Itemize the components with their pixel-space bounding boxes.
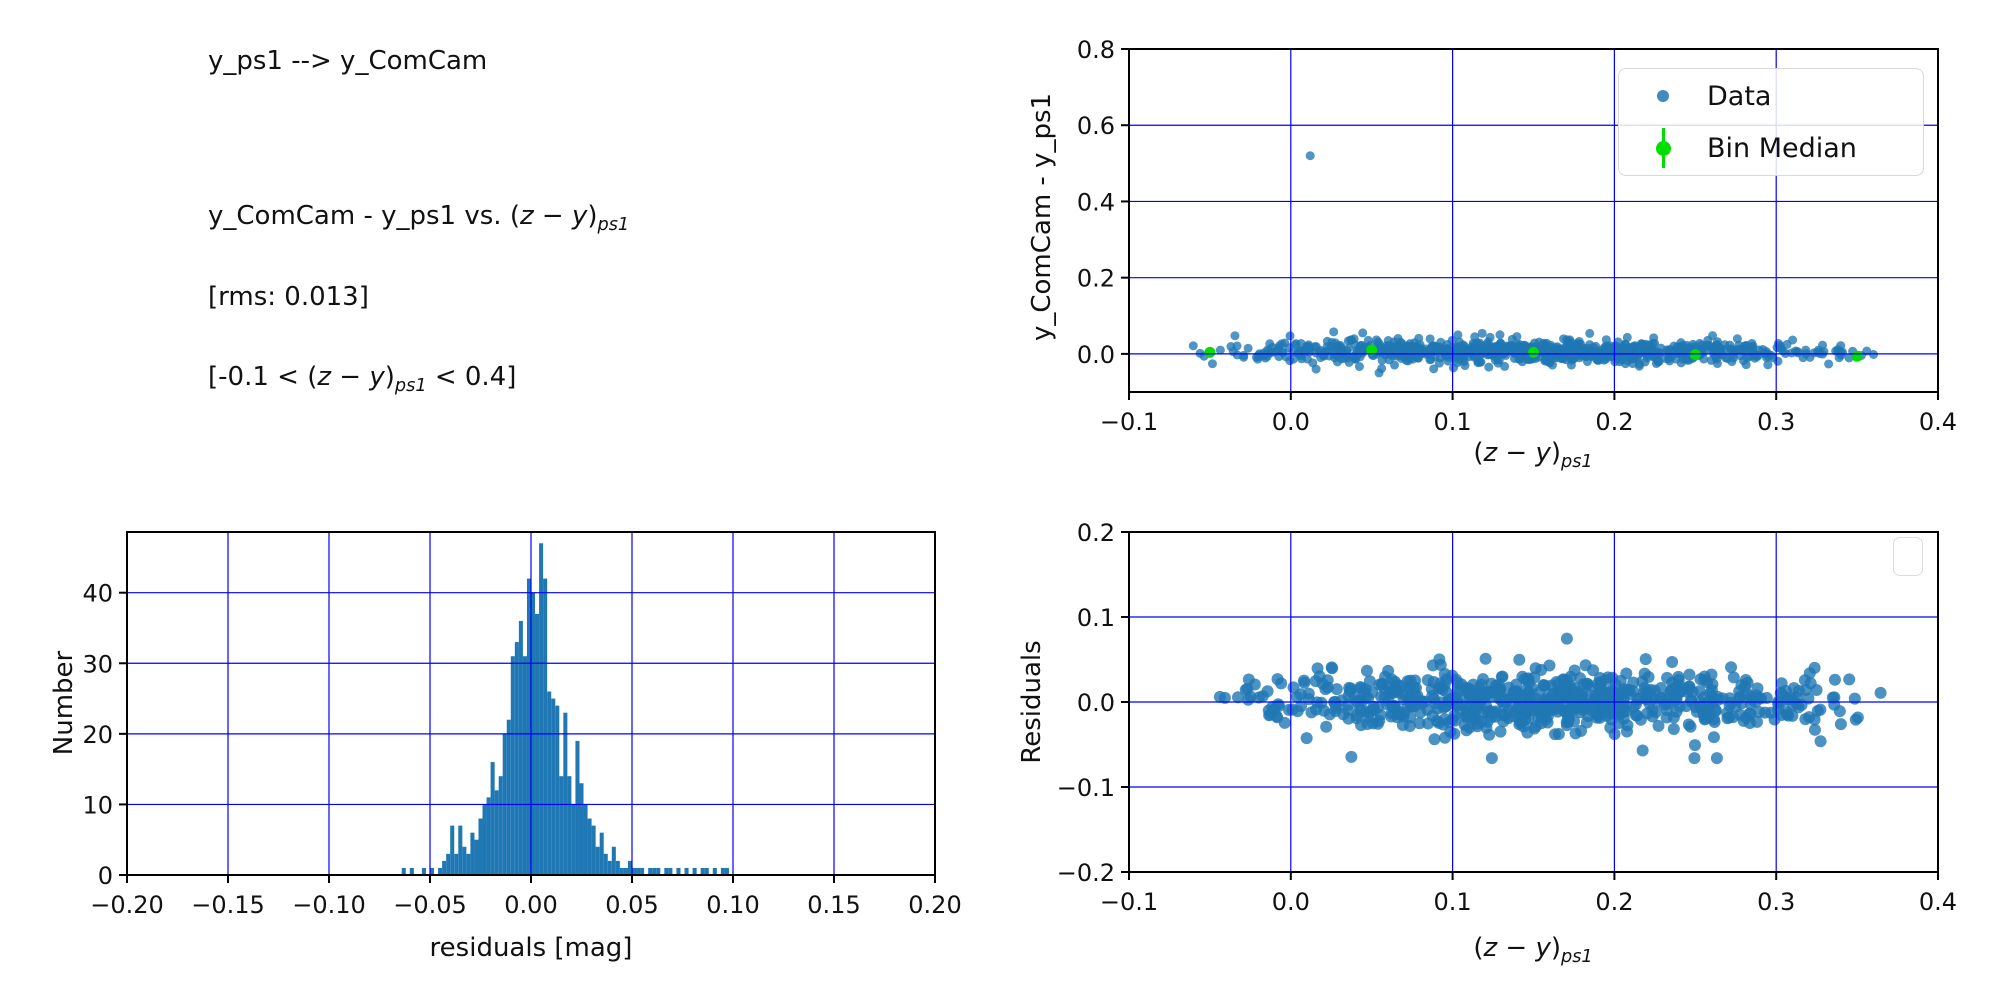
svg-text:−0.1: −0.1: [1100, 888, 1158, 916]
legend: Data Bin Median: [1618, 68, 1924, 176]
svg-text:−0.05: −0.05: [393, 891, 467, 919]
legend-row-data: Data: [1619, 71, 1923, 121]
svg-text:30: 30: [82, 650, 113, 678]
legend-marker-cell: [1619, 90, 1707, 102]
svg-text:10: 10: [82, 791, 113, 819]
range-pre-text: [-0.1 <: [208, 362, 308, 392]
annotation-rms: [rms: 0.013]: [208, 282, 369, 312]
svg-text:0: 0: [98, 862, 113, 890]
svg-text:0.1: 0.1: [1434, 888, 1472, 916]
math-sub-text: ps1: [597, 215, 630, 236]
math-sub-text: ps1: [1561, 947, 1593, 968]
legend-data-label: Data: [1707, 80, 1772, 112]
top-scatter-ylabel: y_ComCam - y_ps1: [1027, 93, 1057, 341]
math-minus: −: [1497, 438, 1536, 468]
math-y: y: [369, 362, 385, 392]
math-minus: −: [1497, 933, 1536, 963]
histogram-xlabel-text: residuals [mag]: [429, 933, 633, 963]
svg-text:0.20: 0.20: [908, 891, 961, 919]
data-point-icon: [1657, 90, 1669, 102]
math-subscript: ps1: [598, 215, 630, 235]
math-y: y: [1535, 933, 1551, 963]
math-z: z: [317, 362, 332, 392]
svg-text:0.10: 0.10: [706, 891, 759, 919]
svg-text:0.4: 0.4: [1919, 888, 1957, 916]
annotation-title-text: y_ps1 --> y_ComCam: [208, 46, 488, 76]
residuals-ylabel: Residuals: [1017, 640, 1047, 763]
math-y: y: [571, 201, 588, 231]
math-subscript: ps1: [1561, 452, 1593, 472]
svg-text:0.2: 0.2: [1595, 888, 1633, 916]
range-post-text: < 0.4]: [426, 362, 517, 392]
histogram-ylabel: Number: [49, 651, 79, 755]
math-close: ): [384, 362, 395, 392]
rms-text: [rms: 0.013]: [208, 282, 369, 312]
svg-text:0.1: 0.1: [1434, 408, 1472, 436]
svg-text:0.3: 0.3: [1757, 888, 1795, 916]
annotation-range: [-0.1 < (z − y)ps1 < 0.4]: [208, 362, 517, 395]
svg-text:0.2: 0.2: [1077, 519, 1115, 547]
svg-text:0.8: 0.8: [1077, 36, 1115, 64]
svg-text:−0.2: −0.2: [1057, 859, 1115, 887]
math-subscript: ps1: [1561, 947, 1593, 967]
math-sub-text: ps1: [1561, 452, 1593, 473]
top-scatter-xlabel: (z − y)ps1: [1473, 438, 1592, 471]
math-open: (: [1473, 933, 1484, 963]
annotation-title: y_ps1 --> y_ComCam: [208, 46, 487, 76]
top-scatter-ylabel-text: y_ComCam - y_ps1: [1027, 92, 1057, 342]
bin-median-icon: [1655, 128, 1671, 168]
math-minus: −: [533, 201, 572, 231]
svg-text:0.1: 0.1: [1077, 604, 1115, 632]
relation-text: y_ComCam - y_ps1 vs.: [208, 201, 510, 231]
math-sub-text: ps1: [394, 376, 427, 397]
svg-text:−0.20: −0.20: [90, 891, 164, 919]
svg-text:0.0: 0.0: [1077, 341, 1115, 369]
residuals-ylabel-text: Residuals: [1017, 640, 1047, 764]
svg-text:0.0: 0.0: [1272, 408, 1310, 436]
svg-text:0.2: 0.2: [1077, 265, 1115, 293]
svg-text:−0.1: −0.1: [1100, 408, 1158, 436]
svg-text:0.00: 0.00: [504, 891, 557, 919]
bin-median-dot-icon: [1655, 140, 1671, 156]
residuals-xlabel: (z − y)ps1: [1473, 933, 1592, 966]
svg-text:0.05: 0.05: [605, 891, 658, 919]
math-subscript: ps1: [395, 376, 427, 396]
svg-text:40: 40: [82, 580, 113, 608]
legend-marker-cell: [1619, 128, 1707, 168]
math-minus: −: [331, 362, 370, 392]
annotation-relation: y_ComCam - y_ps1 vs. (z − y)ps1: [208, 201, 629, 234]
math-open: (: [509, 201, 520, 231]
svg-text:−0.1: −0.1: [1057, 774, 1115, 802]
math-z: z: [1483, 438, 1498, 468]
math-z: z: [1483, 933, 1498, 963]
svg-text:20: 20: [82, 721, 113, 749]
math-close: ): [587, 201, 598, 231]
svg-text:0.4: 0.4: [1077, 188, 1115, 216]
histogram-xlabel: residuals [mag]: [430, 933, 633, 963]
svg-text:0.6: 0.6: [1077, 112, 1115, 140]
math-close: ): [1550, 438, 1562, 468]
math-close: ): [1550, 933, 1562, 963]
svg-text:0.3: 0.3: [1757, 408, 1795, 436]
legend-bin-median-label: Bin Median: [1707, 132, 1857, 164]
math-open: (: [307, 362, 318, 392]
svg-text:−0.15: −0.15: [191, 891, 265, 919]
svg-text:0.15: 0.15: [807, 891, 860, 919]
empty-legend-box: [1893, 537, 1923, 576]
math-z: z: [519, 201, 534, 231]
math-y: y: [1535, 438, 1551, 468]
svg-text:0.0: 0.0: [1272, 888, 1310, 916]
svg-text:0.4: 0.4: [1919, 408, 1957, 436]
legend-row-bin-median: Bin Median: [1619, 123, 1923, 173]
svg-text:−0.10: −0.10: [292, 891, 366, 919]
svg-text:0.0: 0.0: [1077, 689, 1115, 717]
svg-text:0.2: 0.2: [1595, 408, 1633, 436]
histogram-ylabel-text: Number: [49, 650, 79, 756]
math-open: (: [1473, 438, 1484, 468]
